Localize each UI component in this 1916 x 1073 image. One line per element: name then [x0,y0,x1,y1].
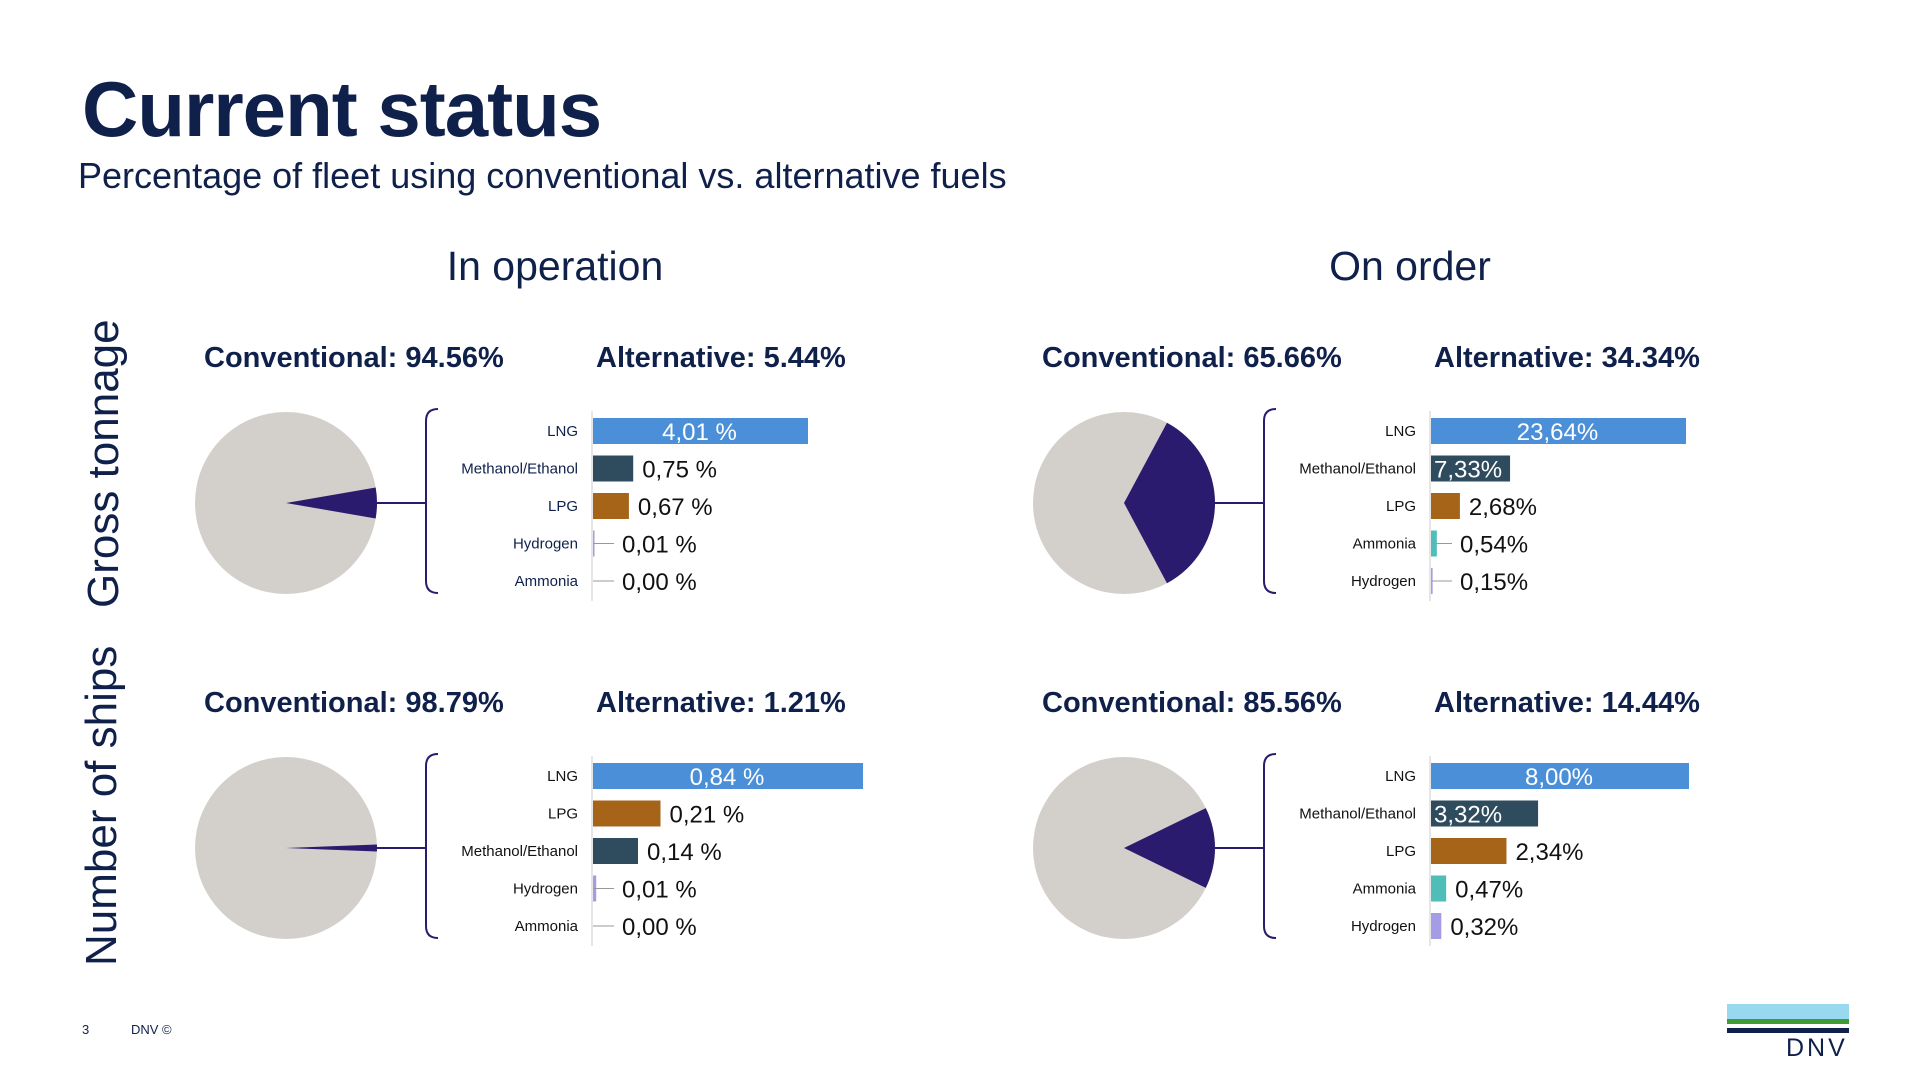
alternative-label: Alternative: 1.21% [596,687,846,719]
bar-value-lpg: 2,34% [1515,839,1583,866]
dnv-logo-text: DNV [1786,1034,1848,1062]
bar-category-methanol-ethanol: Methanol/Ethanol [461,461,578,478]
bar-category-ammonia: Ammonia [1353,536,1417,553]
bracket [425,408,439,594]
bar-value-hydrogen: 0,32% [1450,914,1518,941]
bracket [425,753,439,939]
bar-category-lng: LNG [1385,768,1416,785]
bar-category-lng: LNG [547,768,578,785]
bar-category-lng: LNG [547,423,578,440]
bar-lng [593,418,808,444]
bar-lpg [593,800,661,827]
bar-hydrogen [1431,913,1442,939]
chart-svg: LNG 0,84 % LPG 0,21 % Methanol/Ethanol 0,14 %… [195,753,863,946]
bar-category-hydrogen: Hydrogen [1351,573,1416,590]
bar-category-ammonia: Ammonia [1353,881,1417,898]
chart-svg: LNG 4,01 % Methanol/Ethanol 0,75 % LPG 0,67 %… [195,408,808,601]
bar-category-lpg: LPG [548,806,578,823]
conventional-label: Conventional: 94.56% [204,342,504,374]
bar-category-lpg: LPG [1386,843,1416,860]
conventional-label: Conventional: 85.56% [1042,687,1342,719]
bar-value-methanol-ethanol: 3,32% [1434,802,1502,829]
chart-panel-ships-operation: Conventional: 98.79% Alternative: 1.21% … [195,687,916,989]
bar-category-hydrogen: Hydrogen [1351,918,1416,935]
bar-category-lpg: LPG [548,498,578,515]
bar-lng [1431,418,1686,444]
bar-value-ammonia: 0,54% [1460,532,1528,559]
bar-lng [593,763,863,789]
bar-lpg [593,493,629,519]
chart-panel-tonnage-operation: Conventional: 94.56% Alternative: 5.44% … [195,342,916,644]
footer-page-number: 3 [82,1022,90,1037]
bar-methanol-ethanol [593,838,638,864]
pie-slice-alternative [1124,422,1215,584]
chart-svg: LNG 23,64% Methanol/Ethanol 7,33% LPG 2,68% Am… [1033,408,1686,601]
alternative-label: Alternative: 5.44% [596,342,846,374]
alternative-label: Alternative: 34.34% [1434,342,1700,374]
conventional-label: Conventional: 98.79% [204,687,504,719]
bar-category-ammonia: Ammonia [515,573,579,590]
bar-value-methanol-ethanol: 0,75 % [642,457,717,484]
column-heading-on-order: On order [1329,243,1491,289]
bracket [1263,408,1277,594]
bracket [1263,753,1277,939]
bar-category-methanol-ethanol: Methanol/Ethanol [1299,806,1416,823]
bar-value-lng: 23,64% [1517,419,1598,446]
bar-value-lpg: 2,68% [1469,494,1537,521]
chart-panel-tonnage-order: Conventional: 65.66% Alternative: 34.34%… [1033,342,1754,644]
bar-value-ammonia: 0,00 % [622,914,697,941]
row-label-gross-tonnage: Gross tonnage [79,319,128,608]
bar-category-lpg: LPG [1386,498,1416,515]
bar-value-ammonia: 0,00 % [622,569,697,596]
bar-value-hydrogen: 0,01 % [622,877,697,904]
bar-lpg [1431,493,1460,519]
row-label-number-of-ships: Number of ships [77,645,126,966]
alternative-label: Alternative: 14.44% [1434,687,1700,719]
dnv-logo-stripes [1727,1004,1849,1033]
chart-svg: LNG 8,00% Methanol/Ethanol 3,32% LPG 2,34% Amm… [1033,753,1689,946]
bar-value-lng: 0,84 % [690,764,765,791]
bar-value-lng: 8,00% [1525,764,1593,791]
bar-category-hydrogen: Hydrogen [513,881,578,898]
bar-category-lng: LNG [1385,423,1416,440]
bar-value-ammonia: 0,47% [1455,877,1523,904]
bar-lpg [1431,838,1507,864]
footer-copyright: DNV © [131,1022,172,1037]
bar-value-lpg: 0,21 % [670,802,745,829]
bar-value-methanol-ethanol: 7,33% [1434,457,1502,484]
bar-value-methanol-ethanol: 0,14 % [647,839,722,866]
bar-value-lpg: 0,67 % [638,494,713,521]
bar-methanol-ethanol [593,455,634,482]
conventional-label: Conventional: 65.66% [1042,342,1342,374]
chart-panel-ships-order: Conventional: 85.56% Alternative: 14.44%… [1033,687,1754,989]
column-heading-in-operation: In operation [446,243,664,289]
bar-category-ammonia: Ammonia [515,918,579,935]
page-subtitle: Percentage of fleet using conventional v… [78,155,1007,196]
bar-value-hydrogen: 0,01 % [622,532,697,559]
bar-value-lng: 4,01 % [662,419,737,446]
bar-value-hydrogen: 0,15% [1460,569,1528,596]
pie-slice-alternative [286,487,377,519]
pie-slice-alternative [286,844,377,852]
bar-lng [1431,763,1689,789]
pie-slice-alternative [1124,808,1215,888]
bar-category-hydrogen: Hydrogen [513,536,578,553]
bar-methanol-ethanol [1431,455,1511,482]
bar-methanol-ethanol [1431,800,1539,827]
bar-ammonia [1431,875,1447,902]
bar-category-methanol-ethanol: Methanol/Ethanol [461,843,578,860]
page-title: Current status [82,65,602,153]
bar-category-methanol-ethanol: Methanol/Ethanol [1299,461,1416,478]
